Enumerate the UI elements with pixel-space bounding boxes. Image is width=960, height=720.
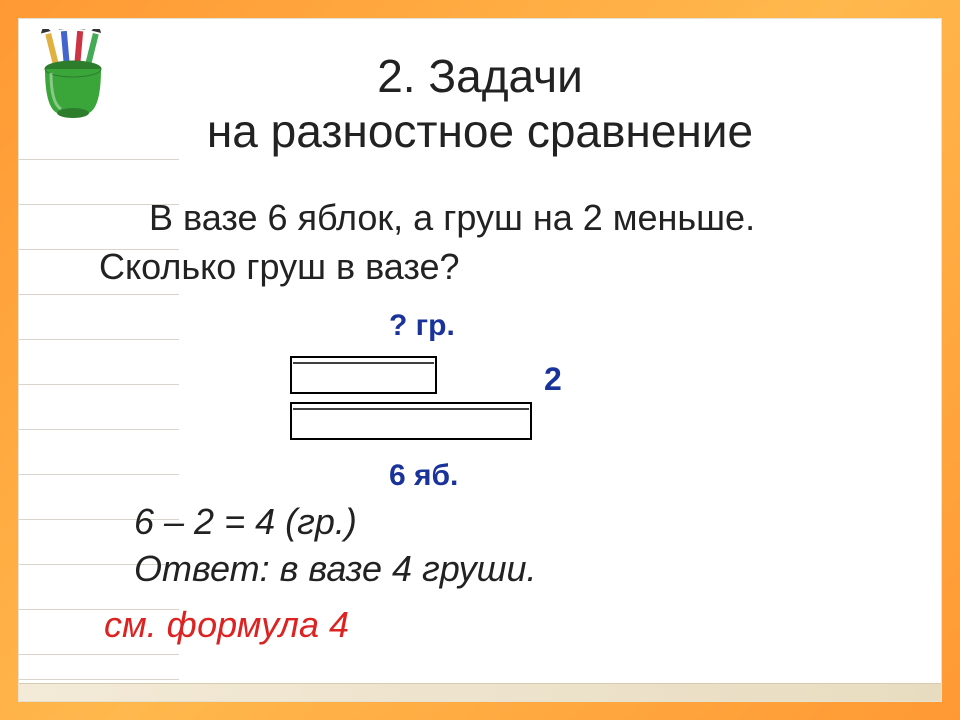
bottom-strip [19,683,941,701]
bar-diagram-svg [289,347,549,457]
slide-title: 2. Задачи на разностное сравнение [19,49,941,159]
bar-diagram: ? гр. 2 6 яб. [289,309,669,499]
formula-reference: см. формула 4 [104,604,349,646]
slide-frame: 2. Задачи на разностное сравнение В вазе… [0,0,960,720]
slide-page: 2. Задачи на разностное сравнение В вазе… [18,18,942,702]
solution-equation: 6 – 2 = 4 (гр.) [134,499,537,546]
title-line-1: 2. Задачи [19,49,941,104]
problem-line-2: Сколько груш в вазе? [99,246,460,287]
problem-text: В вазе 6 яблок, а груш на 2 меньше. Скол… [99,194,881,291]
problem-line-1: В вазе 6 яблок, а груш на 2 меньше. [149,197,755,238]
solution-block: 6 – 2 = 4 (гр.) Ответ: в вазе 4 груши. [134,499,537,593]
title-line-2: на разностное сравнение [19,104,941,159]
diagram-label-bottom: 6 яб. [389,459,458,493]
solution-answer: Ответ: в вазе 4 груши. [134,546,537,593]
diagram-label-top: ? гр. [389,309,455,343]
